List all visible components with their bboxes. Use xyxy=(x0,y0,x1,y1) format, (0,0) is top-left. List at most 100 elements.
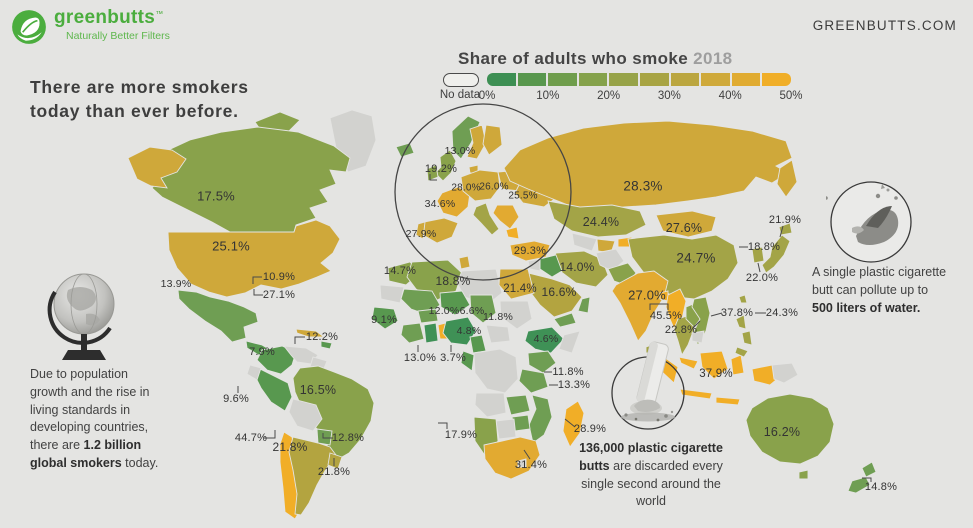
map-north-america xyxy=(127,109,377,370)
country-tunisia xyxy=(458,255,471,270)
country-niger xyxy=(439,290,471,316)
country-turkey xyxy=(509,240,551,262)
country-sweden xyxy=(466,124,487,160)
country-mauritania xyxy=(379,284,405,304)
map-africa xyxy=(371,255,585,480)
no-data-label: No data xyxy=(439,89,481,101)
country-greece xyxy=(505,226,520,240)
country-south-korea xyxy=(751,246,765,264)
country-central-african-republic xyxy=(485,324,511,344)
country-botswana xyxy=(495,418,517,440)
legend-segment-8 xyxy=(731,73,761,86)
country-australia xyxy=(745,393,835,465)
country-kazakhstan xyxy=(547,200,647,238)
country-ghana xyxy=(423,322,439,344)
legend-segment-2 xyxy=(548,73,577,86)
country-finland xyxy=(482,124,503,156)
country-philippines xyxy=(734,314,753,358)
country-ecuador xyxy=(246,364,262,381)
country-madagascar xyxy=(562,400,585,448)
country-nigeria xyxy=(442,316,477,346)
fact-population: Due to population growth and the rise in… xyxy=(30,366,160,473)
country-india xyxy=(611,270,669,342)
brand-trademark: ™ xyxy=(155,9,164,19)
country-lesotho xyxy=(517,458,527,468)
country-italy xyxy=(472,202,500,236)
country-hispaniola xyxy=(320,340,333,350)
legend-tick-30: 30% xyxy=(657,90,681,102)
fact-discarded-post: are discarded every single second around… xyxy=(581,458,723,509)
country-france xyxy=(436,186,471,218)
legend-ticks: 0% 10% 20% 30% 40% 50% xyxy=(479,90,803,104)
map-asia xyxy=(503,120,799,406)
fact-pollution-pre: A single plastic cigarette butt can poll… xyxy=(812,265,947,297)
website-url: GREENBUTTS.COM xyxy=(812,18,957,33)
country-ireland xyxy=(426,164,439,182)
country-yemen xyxy=(553,312,577,328)
country-congo-gabon xyxy=(460,350,475,372)
country-burkina-faso xyxy=(417,308,439,324)
map-oceania xyxy=(745,393,877,494)
country-cote-d-ivoire xyxy=(400,322,425,344)
legend-year: 2018 xyxy=(693,49,733,68)
country-ethiopia xyxy=(524,326,565,354)
country-norway xyxy=(451,115,481,160)
legend-title: Share of adults who smoke 2018 xyxy=(458,49,733,69)
country-united-states xyxy=(167,219,341,298)
country-saudi-arabia xyxy=(527,272,583,318)
country-zambia xyxy=(505,394,531,416)
country-somalia xyxy=(558,330,581,354)
cigarette-butt-image xyxy=(611,341,685,430)
legend-segment-7 xyxy=(701,73,730,86)
country-kamchatka xyxy=(776,159,798,198)
headline-line-1: There are more smokers xyxy=(30,77,249,97)
legend-segment-3 xyxy=(578,73,608,86)
country-paraguay xyxy=(316,428,333,446)
legend-color-bar xyxy=(487,73,791,86)
europe-magnifier-circle xyxy=(394,103,572,281)
country-japan-hokkaido xyxy=(778,222,793,236)
country-chad xyxy=(469,294,497,324)
legend-tick-20: 20% xyxy=(597,90,621,102)
greenbutts-logo-icon xyxy=(12,10,46,44)
country-canada xyxy=(151,126,351,233)
country-kenya-uganda xyxy=(527,350,557,374)
fact-population-post: today. xyxy=(121,455,159,470)
fact-discarded-bold: 136,000 plastic cigarette butts xyxy=(579,441,723,473)
country-uruguay xyxy=(327,452,343,470)
country-united-kingdom xyxy=(434,149,457,182)
country-tasmania xyxy=(798,469,809,480)
country-spain xyxy=(422,217,459,244)
country-senegal-guinea xyxy=(371,306,399,330)
country-cameroon xyxy=(469,334,487,354)
legend-segment-9 xyxy=(762,73,791,86)
country-germany-central-europe xyxy=(460,169,501,202)
country-taiwan xyxy=(738,294,748,304)
fact-pollution-bold: 500 liters of water. xyxy=(812,300,921,315)
brand-tagline: Naturally Better Filters xyxy=(66,30,170,42)
map-europe xyxy=(395,115,558,244)
brand-name: greenbutts xyxy=(54,7,156,28)
country-japan xyxy=(761,234,791,274)
fact-discarded: 136,000 plastic cigarette butts are disc… xyxy=(570,440,732,511)
legend-segment-1 xyxy=(517,73,547,86)
country-argentina xyxy=(288,436,337,516)
country-mozambique xyxy=(528,394,553,444)
country-angola xyxy=(474,392,507,418)
country-cuba xyxy=(295,328,326,338)
legend-tick-40: 40% xyxy=(718,90,742,102)
legend-tick-10: 10% xyxy=(536,90,560,102)
headline-line-2: today than ever before. xyxy=(30,100,239,121)
legend-tick-0: 0% xyxy=(478,90,496,102)
country-alaska xyxy=(127,146,187,189)
country-peru xyxy=(254,367,293,412)
country-mongolia xyxy=(655,210,717,238)
callout-connector-lines xyxy=(237,174,872,482)
globe-image xyxy=(47,273,115,360)
country-south-africa xyxy=(483,436,541,480)
fact-population-pre: Due to population growth and the rise in… xyxy=(30,367,150,452)
country-papua-new-guinea xyxy=(771,362,799,384)
legend-tick-50: 50% xyxy=(779,90,803,102)
legend-segment-5 xyxy=(639,73,669,86)
